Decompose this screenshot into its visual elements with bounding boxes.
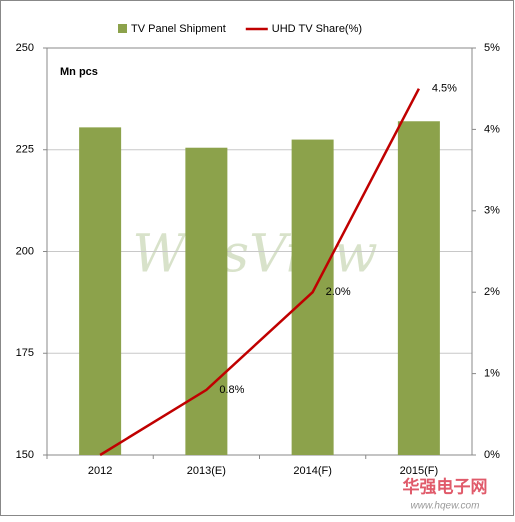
line <box>99 88 420 457</box>
x-tick-label: 2015(F) <box>400 465 439 477</box>
bar <box>185 147 228 455</box>
y2-tick-label: 1% <box>484 368 500 380</box>
y-tick-label: 225 <box>16 144 34 156</box>
data-label: 2.0% <box>326 286 351 298</box>
y-unit-label: Mn pcs <box>60 66 98 78</box>
y-tick-label: 250 <box>16 42 34 54</box>
x-tick-label: 2014(F) <box>293 465 332 477</box>
y2-tick-label: 4% <box>484 123 500 135</box>
legend-label: TV Panel Shipment <box>131 23 226 35</box>
x-tick-label: 2013(E) <box>187 465 226 477</box>
bar <box>291 139 334 455</box>
watermark: WitsView <box>132 225 377 285</box>
legend-swatch <box>118 24 127 33</box>
bar <box>397 121 440 455</box>
y2-tick-label: 2% <box>484 286 500 298</box>
y2-tick-label: 0% <box>484 449 500 461</box>
y-tick-label: 200 <box>16 245 34 257</box>
legend-label: UHD TV Share(%) <box>272 23 362 35</box>
y-tick-label: 150 <box>16 449 34 461</box>
y2-tick-label: 3% <box>484 205 500 217</box>
y2-tick-label: 5% <box>484 42 500 54</box>
logo: 华强电子网 <box>403 476 488 496</box>
data-label: 0.8% <box>219 384 244 396</box>
bar <box>79 127 122 456</box>
y-tick-label: 175 <box>16 347 34 359</box>
x-tick-label: 2012 <box>88 465 112 477</box>
data-label: 4.5% <box>432 83 457 95</box>
logo-url: www.hqew.com <box>411 501 480 512</box>
